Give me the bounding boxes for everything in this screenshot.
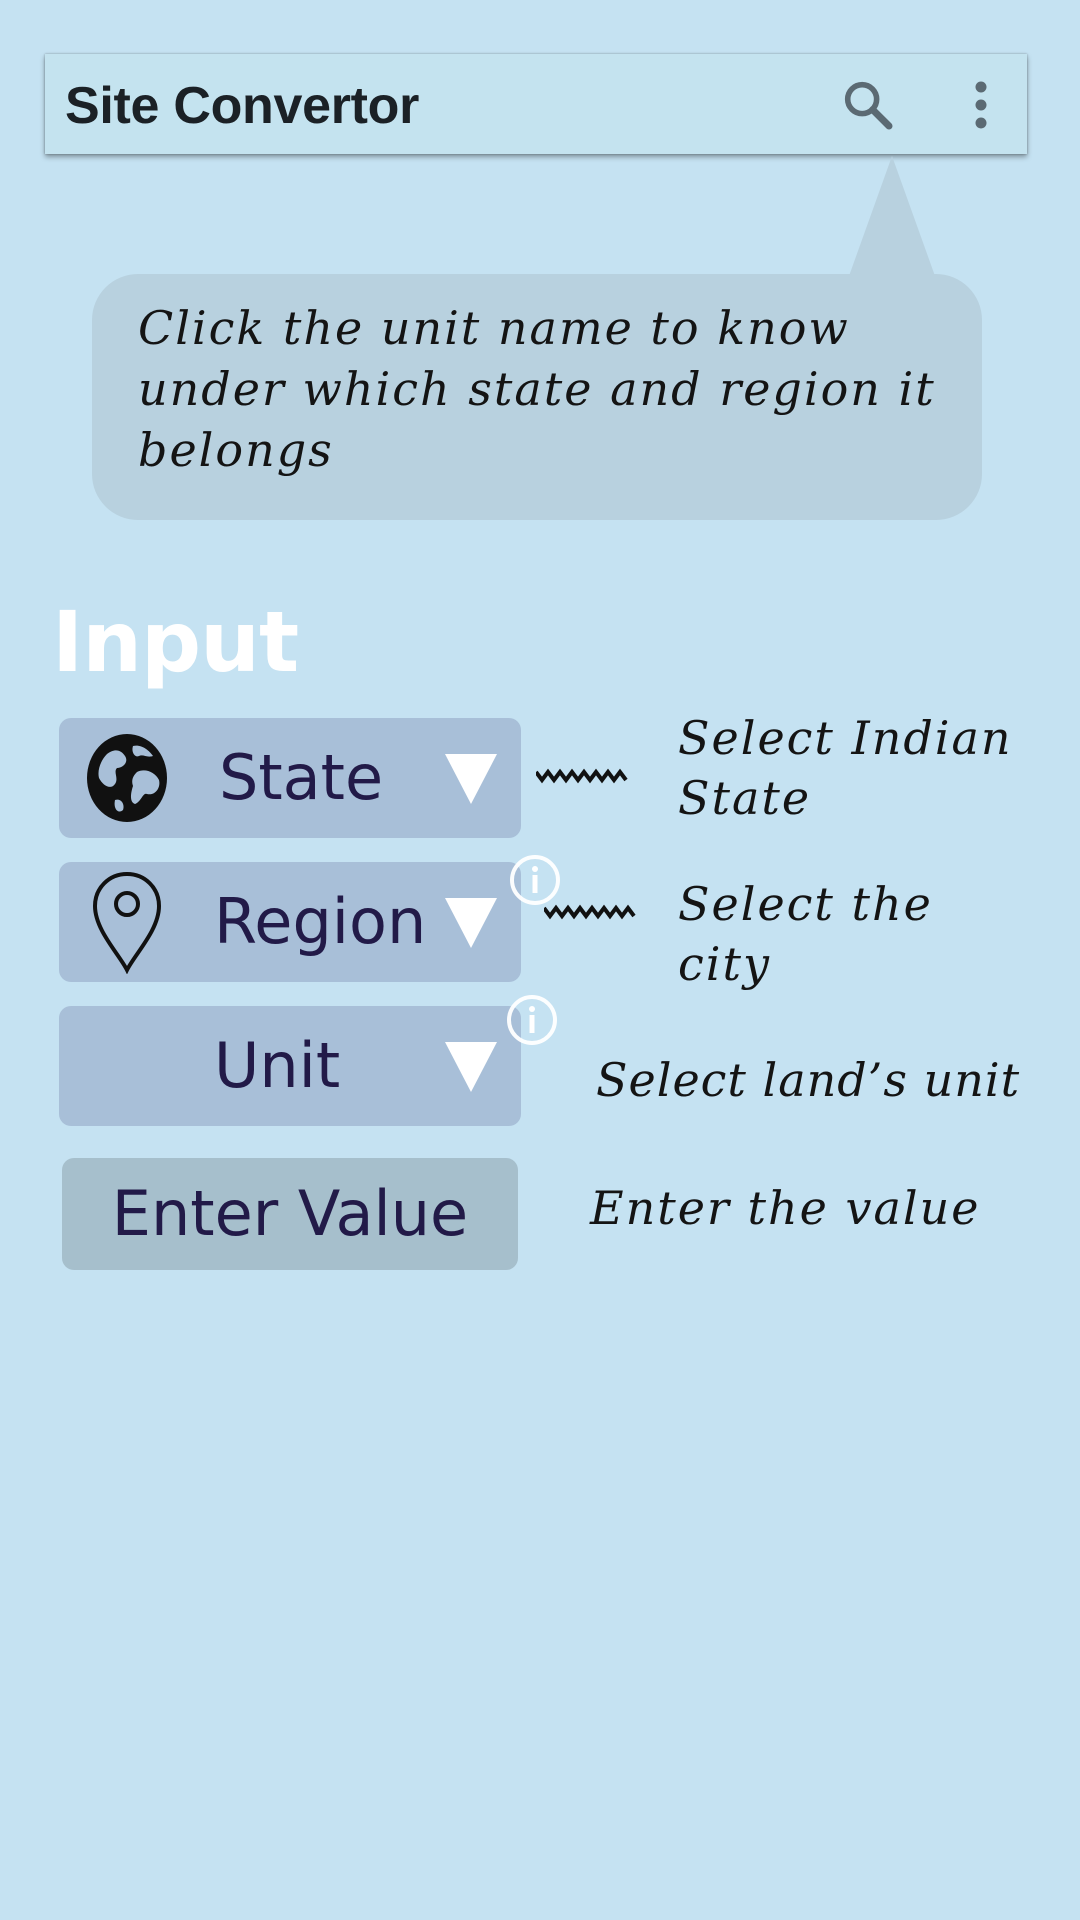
- state-dropdown-label: State: [219, 741, 384, 814]
- value-annotation: Enter the value: [590, 1181, 981, 1235]
- app-title: Site Convertor: [65, 77, 420, 135]
- state-dropdown[interactable]: State: [59, 718, 521, 838]
- state-annotation: Select Indian State: [678, 711, 1013, 825]
- region-dropdown[interactable]: Region: [59, 862, 521, 982]
- hint-bubble: Click the unit name to know under which …: [92, 274, 982, 520]
- overflow-menu-button[interactable]: [948, 72, 1014, 138]
- info-icon[interactable]: [508, 853, 562, 907]
- hint-text: Click the unit name to know under which …: [138, 301, 936, 477]
- hint-bubble-tail: [849, 156, 935, 276]
- app-bar: Site Convertor: [45, 54, 1027, 154]
- more-vert-icon: [975, 81, 987, 129]
- zigzag-connector: [536, 768, 628, 784]
- section-title: Input: [52, 593, 299, 691]
- enter-value-label: Enter Value: [111, 1177, 469, 1250]
- dropdown-arrow-icon: [445, 898, 497, 948]
- unit-dropdown[interactable]: Unit: [59, 1006, 521, 1126]
- unit-annotation: Select land’s unit: [596, 1053, 1021, 1107]
- search-button[interactable]: [835, 72, 901, 138]
- dropdown-arrow-icon: [445, 1042, 497, 1092]
- dropdown-arrow-icon: [445, 754, 497, 804]
- region-dropdown-label: Region: [214, 885, 427, 958]
- map-pin-icon: [79, 871, 175, 974]
- enter-value-button[interactable]: Enter Value: [62, 1158, 518, 1270]
- info-icon[interactable]: [505, 993, 559, 1047]
- region-annotation: Select the city: [678, 877, 933, 991]
- search-icon: [844, 81, 893, 130]
- globe-icon: [79, 728, 175, 828]
- unit-dropdown-label: Unit: [214, 1029, 341, 1102]
- zigzag-connector: [544, 904, 636, 920]
